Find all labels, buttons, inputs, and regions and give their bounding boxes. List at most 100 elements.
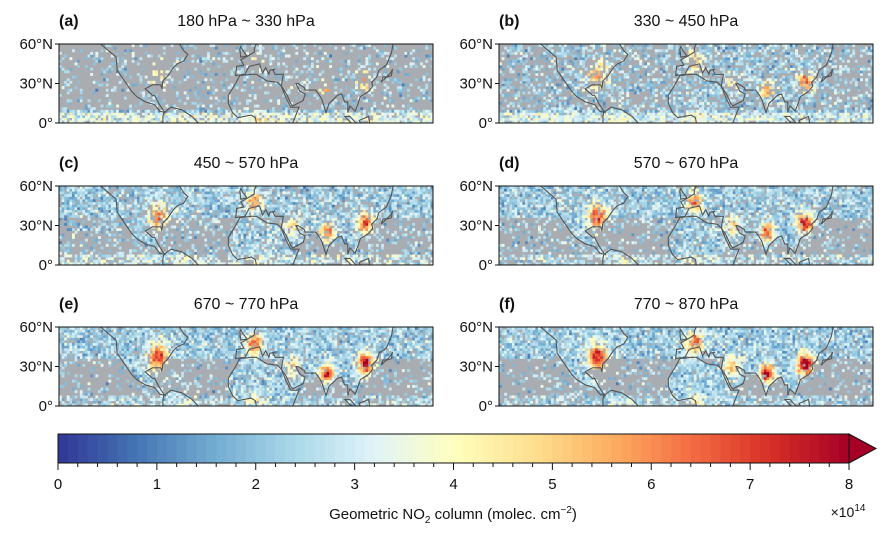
heatmap-cell [134, 233, 138, 237]
heatmap-cell [310, 262, 314, 265]
heatmap-cell [316, 59, 320, 63]
heatmap-cell [178, 96, 182, 100]
heatmap-cell [737, 117, 741, 121]
heatmap-cell [329, 230, 333, 234]
heatmap-cell [295, 75, 299, 79]
heatmap-cell [615, 117, 619, 121]
heatmap-cell [209, 44, 213, 47]
heatmap-cell [71, 115, 75, 119]
heatmap-cell [789, 104, 793, 108]
heatmap-cell [626, 80, 630, 84]
heatmap-cell [246, 228, 249, 232]
heatmap-cell [662, 49, 666, 53]
heatmap-cell [196, 115, 200, 119]
heatmap-cell [207, 51, 210, 55]
heatmap-cell [331, 243, 335, 247]
heatmap-cell [329, 115, 333, 119]
heatmap-cell [849, 112, 853, 116]
heatmap-cell [277, 65, 281, 68]
heatmap-cell [574, 86, 578, 90]
heatmap-cell [404, 72, 408, 76]
heatmap-cell [160, 254, 164, 258]
heatmap-cell [204, 112, 208, 116]
heatmap-cell [828, 112, 832, 116]
heatmap-cell [266, 249, 270, 253]
heatmap-cell [574, 112, 578, 116]
heatmap-cell [134, 249, 138, 253]
heatmap-cell [813, 46, 817, 50]
heatmap-cell [235, 241, 239, 245]
heatmap-cell [71, 120, 75, 123]
heatmap-cell [701, 115, 705, 119]
heatmap-cell [261, 46, 265, 50]
heatmap-cell [776, 104, 780, 108]
heatmap-cell [373, 101, 377, 105]
heatmap-cell [355, 120, 358, 123]
heatmap-cell [818, 62, 822, 66]
heatmap-cell [66, 88, 70, 92]
heatmap-cell [321, 104, 325, 108]
heatmap-cell [862, 99, 866, 103]
heatmap-cell [691, 54, 695, 58]
heatmap-cell [841, 115, 845, 119]
heatmap-cell [417, 233, 421, 237]
heatmap-cell [357, 54, 361, 58]
heatmap-cell [688, 54, 692, 58]
heatmap-cell [823, 101, 827, 105]
heatmap-cell [605, 115, 609, 119]
heatmap-cell [683, 104, 687, 108]
heatmap-cell [839, 65, 843, 68]
heatmap-cell [673, 91, 676, 95]
heatmap-cell [303, 57, 307, 61]
heatmap-cell [251, 238, 255, 242]
heatmap-cell [59, 259, 62, 263]
heatmap-cell [394, 257, 397, 261]
heatmap-cell [776, 46, 780, 50]
heatmap-cell [292, 120, 296, 123]
heatmap-cell [584, 112, 588, 116]
heatmap-cell [131, 109, 135, 113]
heatmap-cell [569, 120, 573, 123]
heatmap-cell [795, 120, 798, 123]
heatmap-cell [349, 217, 353, 221]
heatmap-cell [844, 80, 848, 84]
heatmap-cell [90, 72, 94, 76]
heatmap-cell [217, 99, 221, 103]
heatmap-cell [297, 241, 301, 245]
heatmap-cell [253, 222, 257, 226]
heatmap-cell [605, 59, 609, 63]
heatmap-cell [310, 115, 314, 119]
panel-c: 60°N30°N0°(c) 450 ~ 570 hPa [19, 155, 434, 274]
heatmap-cell [834, 78, 837, 82]
heatmap-cell [430, 257, 433, 261]
heatmap-cell [66, 91, 70, 95]
heatmap-cell [300, 236, 304, 239]
heatmap-cell [261, 246, 265, 250]
heatmap-cell [357, 249, 361, 253]
heatmap-cell [394, 254, 397, 258]
heatmap-cell [181, 233, 184, 237]
heatmap-cell [862, 94, 866, 97]
heatmap-cell [217, 117, 221, 121]
heatmap-cell [342, 46, 345, 50]
heatmap-cell [131, 54, 135, 58]
heatmap-cell [381, 115, 384, 119]
heatmap-cell [550, 107, 554, 111]
heatmap-cell [149, 241, 153, 245]
heatmap-cell [305, 259, 309, 263]
heatmap-cell [727, 57, 731, 61]
heatmap-cell [105, 257, 109, 261]
heatmap-cell [157, 115, 161, 119]
heatmap-cell [134, 257, 138, 261]
heatmap-cell [779, 57, 783, 61]
heatmap-cell [108, 249, 112, 253]
heatmap-cell [802, 91, 806, 95]
heatmap-cell [600, 83, 604, 87]
heatmap-cell [225, 115, 229, 119]
heatmap-cell [608, 65, 611, 68]
heatmap-cell [769, 101, 773, 105]
heatmap-cell [545, 78, 549, 82]
heatmap-cell [162, 99, 166, 103]
heatmap-cell [847, 115, 850, 119]
heatmap-cell [795, 80, 798, 84]
